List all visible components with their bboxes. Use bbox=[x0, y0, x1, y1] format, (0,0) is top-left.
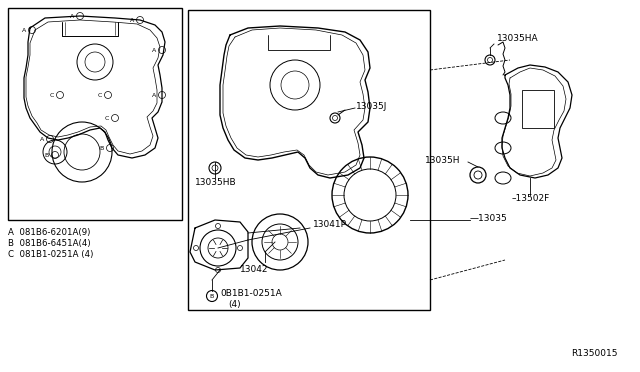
Text: C: C bbox=[104, 115, 109, 121]
Text: A: A bbox=[152, 93, 156, 97]
Text: 13035HB: 13035HB bbox=[195, 178, 237, 187]
Text: 13035H: 13035H bbox=[425, 155, 461, 164]
Text: B  081B6-6451A(4): B 081B6-6451A(4) bbox=[8, 239, 91, 248]
Text: C: C bbox=[50, 93, 54, 97]
Text: A: A bbox=[22, 28, 26, 32]
Text: —13035: —13035 bbox=[470, 214, 508, 222]
Text: –13502F: –13502F bbox=[512, 193, 550, 202]
Bar bbox=[8, 8, 182, 220]
Bar bbox=[522, 90, 554, 128]
Text: C: C bbox=[98, 93, 102, 97]
Text: A: A bbox=[130, 17, 134, 22]
Bar bbox=[188, 10, 430, 310]
Text: 13041P: 13041P bbox=[313, 219, 347, 228]
Text: B: B bbox=[45, 153, 49, 157]
Text: 13035HA: 13035HA bbox=[497, 33, 539, 42]
Text: 13042: 13042 bbox=[240, 265, 269, 274]
Text: R1350015: R1350015 bbox=[572, 349, 618, 358]
Text: A: A bbox=[152, 48, 156, 52]
Text: 0B1B1-0251A: 0B1B1-0251A bbox=[220, 289, 282, 298]
Text: A  081B6-6201A(9): A 081B6-6201A(9) bbox=[8, 228, 90, 237]
Text: (4): (4) bbox=[228, 301, 241, 310]
Text: B: B bbox=[100, 145, 104, 151]
Text: A: A bbox=[40, 137, 44, 141]
Text: B: B bbox=[209, 294, 213, 298]
Text: A: A bbox=[70, 13, 74, 19]
Text: 13035J: 13035J bbox=[356, 102, 387, 110]
Text: C  081B1-0251A (4): C 081B1-0251A (4) bbox=[8, 250, 93, 259]
